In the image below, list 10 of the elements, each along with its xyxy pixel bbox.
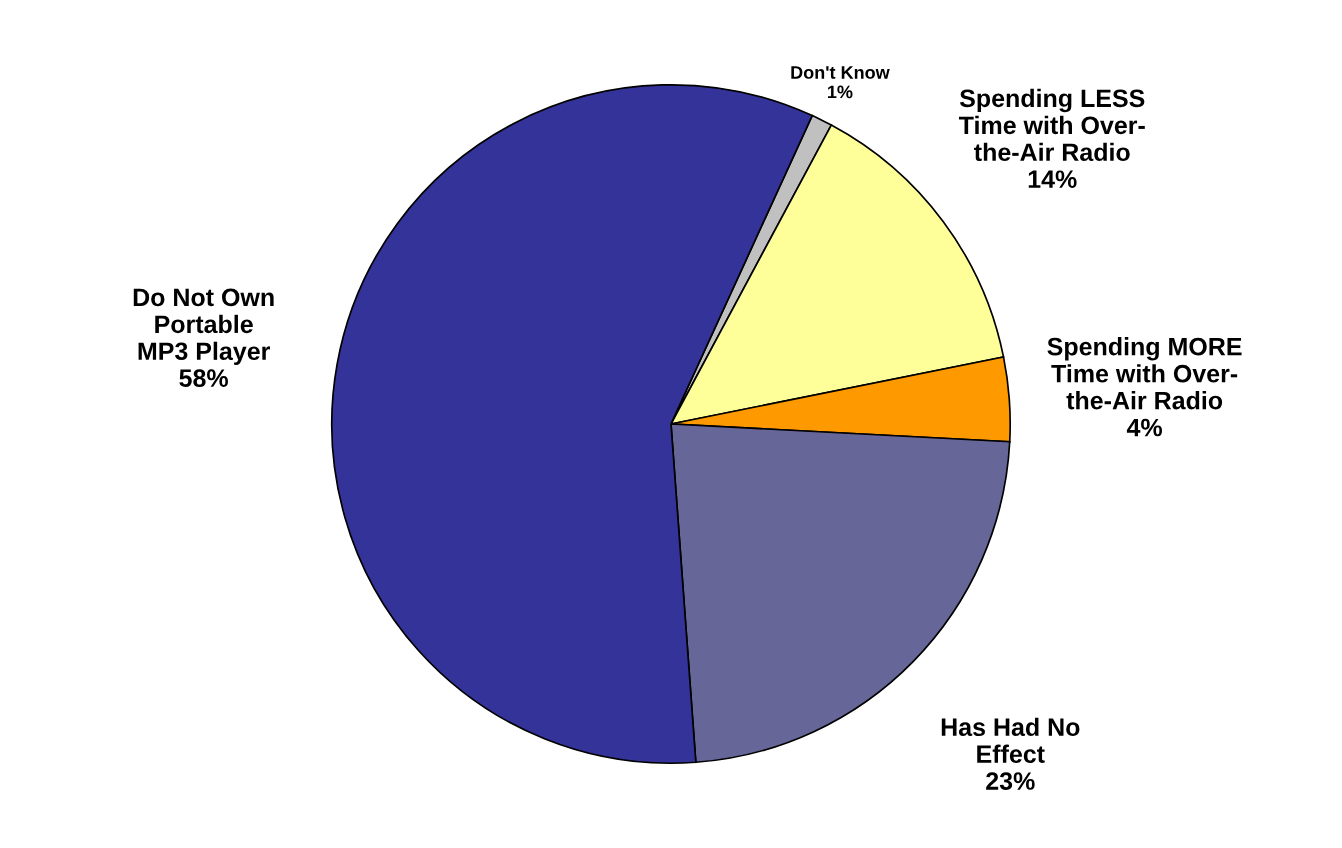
slice-label: Spending MORE Time with Over- the-Air Radio (1047, 337, 1242, 410)
data-label: 23% (986, 772, 1035, 790)
data-label: 4% (1126, 418, 1163, 437)
data-label: 1% (828, 85, 853, 99)
slice-label: Don't Know (791, 66, 890, 79)
data-label: 14% (1028, 170, 1077, 188)
slice-label: Has Had No Effect (941, 717, 1080, 763)
slice-label: Do Not Own Portable MP3 Player (133, 288, 274, 366)
slice-label: Spending LESS Time with Over- the-Air Radio (958, 88, 1145, 162)
data-label: 58% (179, 369, 228, 388)
